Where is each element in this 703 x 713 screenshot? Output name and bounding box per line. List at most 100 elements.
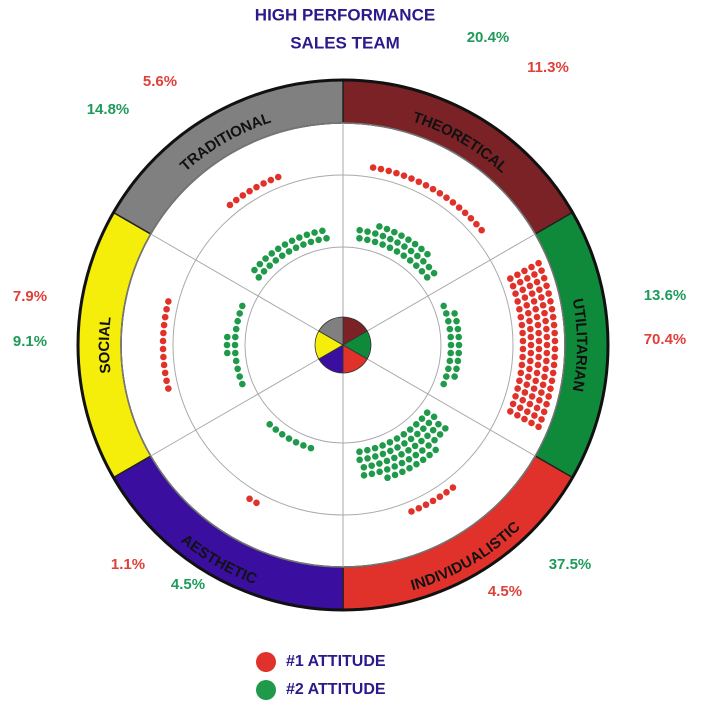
sector-ring: [77, 211, 152, 479]
percent-label: 4.5%: [171, 576, 205, 593]
dot: [424, 250, 431, 258]
dot: [278, 252, 286, 260]
dot: [533, 369, 541, 377]
dot: [523, 381, 531, 388]
dot: [527, 349, 535, 357]
dot: [260, 180, 267, 187]
dot: [539, 301, 547, 309]
dot: [165, 298, 172, 305]
sector-ring: [112, 454, 344, 611]
dot: [405, 447, 412, 454]
dot: [236, 373, 244, 380]
dot: [524, 408, 531, 415]
dot: [379, 232, 387, 240]
dot: [524, 373, 532, 381]
dot: [376, 460, 383, 467]
dot: [379, 450, 387, 458]
dot: [526, 282, 534, 290]
dot: [518, 321, 526, 329]
dot: [256, 260, 264, 268]
dot: [413, 460, 420, 468]
dot: [442, 425, 449, 432]
dot: [533, 404, 541, 412]
dot: [272, 426, 280, 433]
dot: [542, 317, 549, 325]
dot: [516, 404, 524, 412]
legend-swatch: [256, 680, 276, 700]
dot: [371, 238, 379, 246]
dot: [160, 329, 167, 337]
dot: [414, 252, 421, 260]
dot: [234, 365, 241, 373]
dot: [541, 373, 548, 381]
dot: [435, 420, 442, 428]
dot: [519, 396, 527, 404]
dot: [372, 230, 379, 237]
dot: [436, 493, 444, 501]
dot: [376, 468, 383, 476]
dot: [161, 369, 169, 377]
dot: [398, 459, 406, 467]
dot: [543, 357, 550, 365]
dot: [419, 456, 427, 464]
dot: [454, 325, 462, 333]
percent-label: 11.3%: [527, 59, 569, 76]
divider: [366, 358, 536, 457]
dot: [383, 466, 391, 473]
dot: [394, 239, 401, 246]
dot: [527, 333, 535, 341]
dot: [255, 274, 263, 281]
dot: [551, 337, 559, 345]
legend-label: #2 ATTITUDE: [286, 681, 386, 698]
dot: [393, 169, 400, 177]
dot: [528, 393, 536, 400]
dot: [412, 421, 420, 428]
dot: [538, 416, 545, 423]
dot: [281, 241, 289, 248]
chart-title: HIGH PERFORMANCE: [255, 5, 435, 24]
dot: [384, 474, 391, 482]
dot: [231, 349, 239, 357]
dot: [443, 194, 450, 202]
dot: [418, 415, 426, 422]
dot: [543, 349, 551, 357]
dot: [524, 275, 531, 282]
dot: [440, 302, 447, 310]
dot: [509, 282, 517, 290]
dot: [356, 226, 363, 234]
dot: [455, 341, 463, 349]
dot: [547, 385, 554, 392]
dot: [223, 333, 231, 341]
dot: [532, 305, 540, 313]
dot: [356, 456, 363, 464]
dot: [535, 329, 542, 337]
dot: [526, 400, 534, 408]
percent-label: 7.9%: [13, 288, 47, 305]
dot: [451, 310, 458, 317]
dot: [528, 290, 536, 297]
chart-title: SALES TEAM: [290, 33, 400, 52]
dot: [517, 313, 525, 321]
dot: [425, 419, 433, 427]
dot: [232, 357, 240, 365]
percent-label: 5.6%: [143, 73, 177, 90]
dot: [274, 173, 282, 181]
dot: [454, 357, 462, 365]
dot: [307, 238, 315, 246]
dot: [429, 426, 437, 434]
dot: [400, 430, 408, 438]
dot: [541, 309, 548, 317]
dot: [534, 361, 542, 369]
dot: [548, 305, 556, 313]
dot: [436, 431, 444, 438]
dot: [551, 353, 558, 361]
dot: [535, 345, 543, 353]
dot: [512, 392, 519, 400]
dot: [527, 357, 534, 365]
dot: [521, 415, 528, 423]
dot: [446, 325, 454, 333]
dot: [526, 365, 533, 373]
dot: [534, 321, 542, 329]
dot: [447, 349, 455, 357]
sector-ring: [112, 79, 344, 236]
